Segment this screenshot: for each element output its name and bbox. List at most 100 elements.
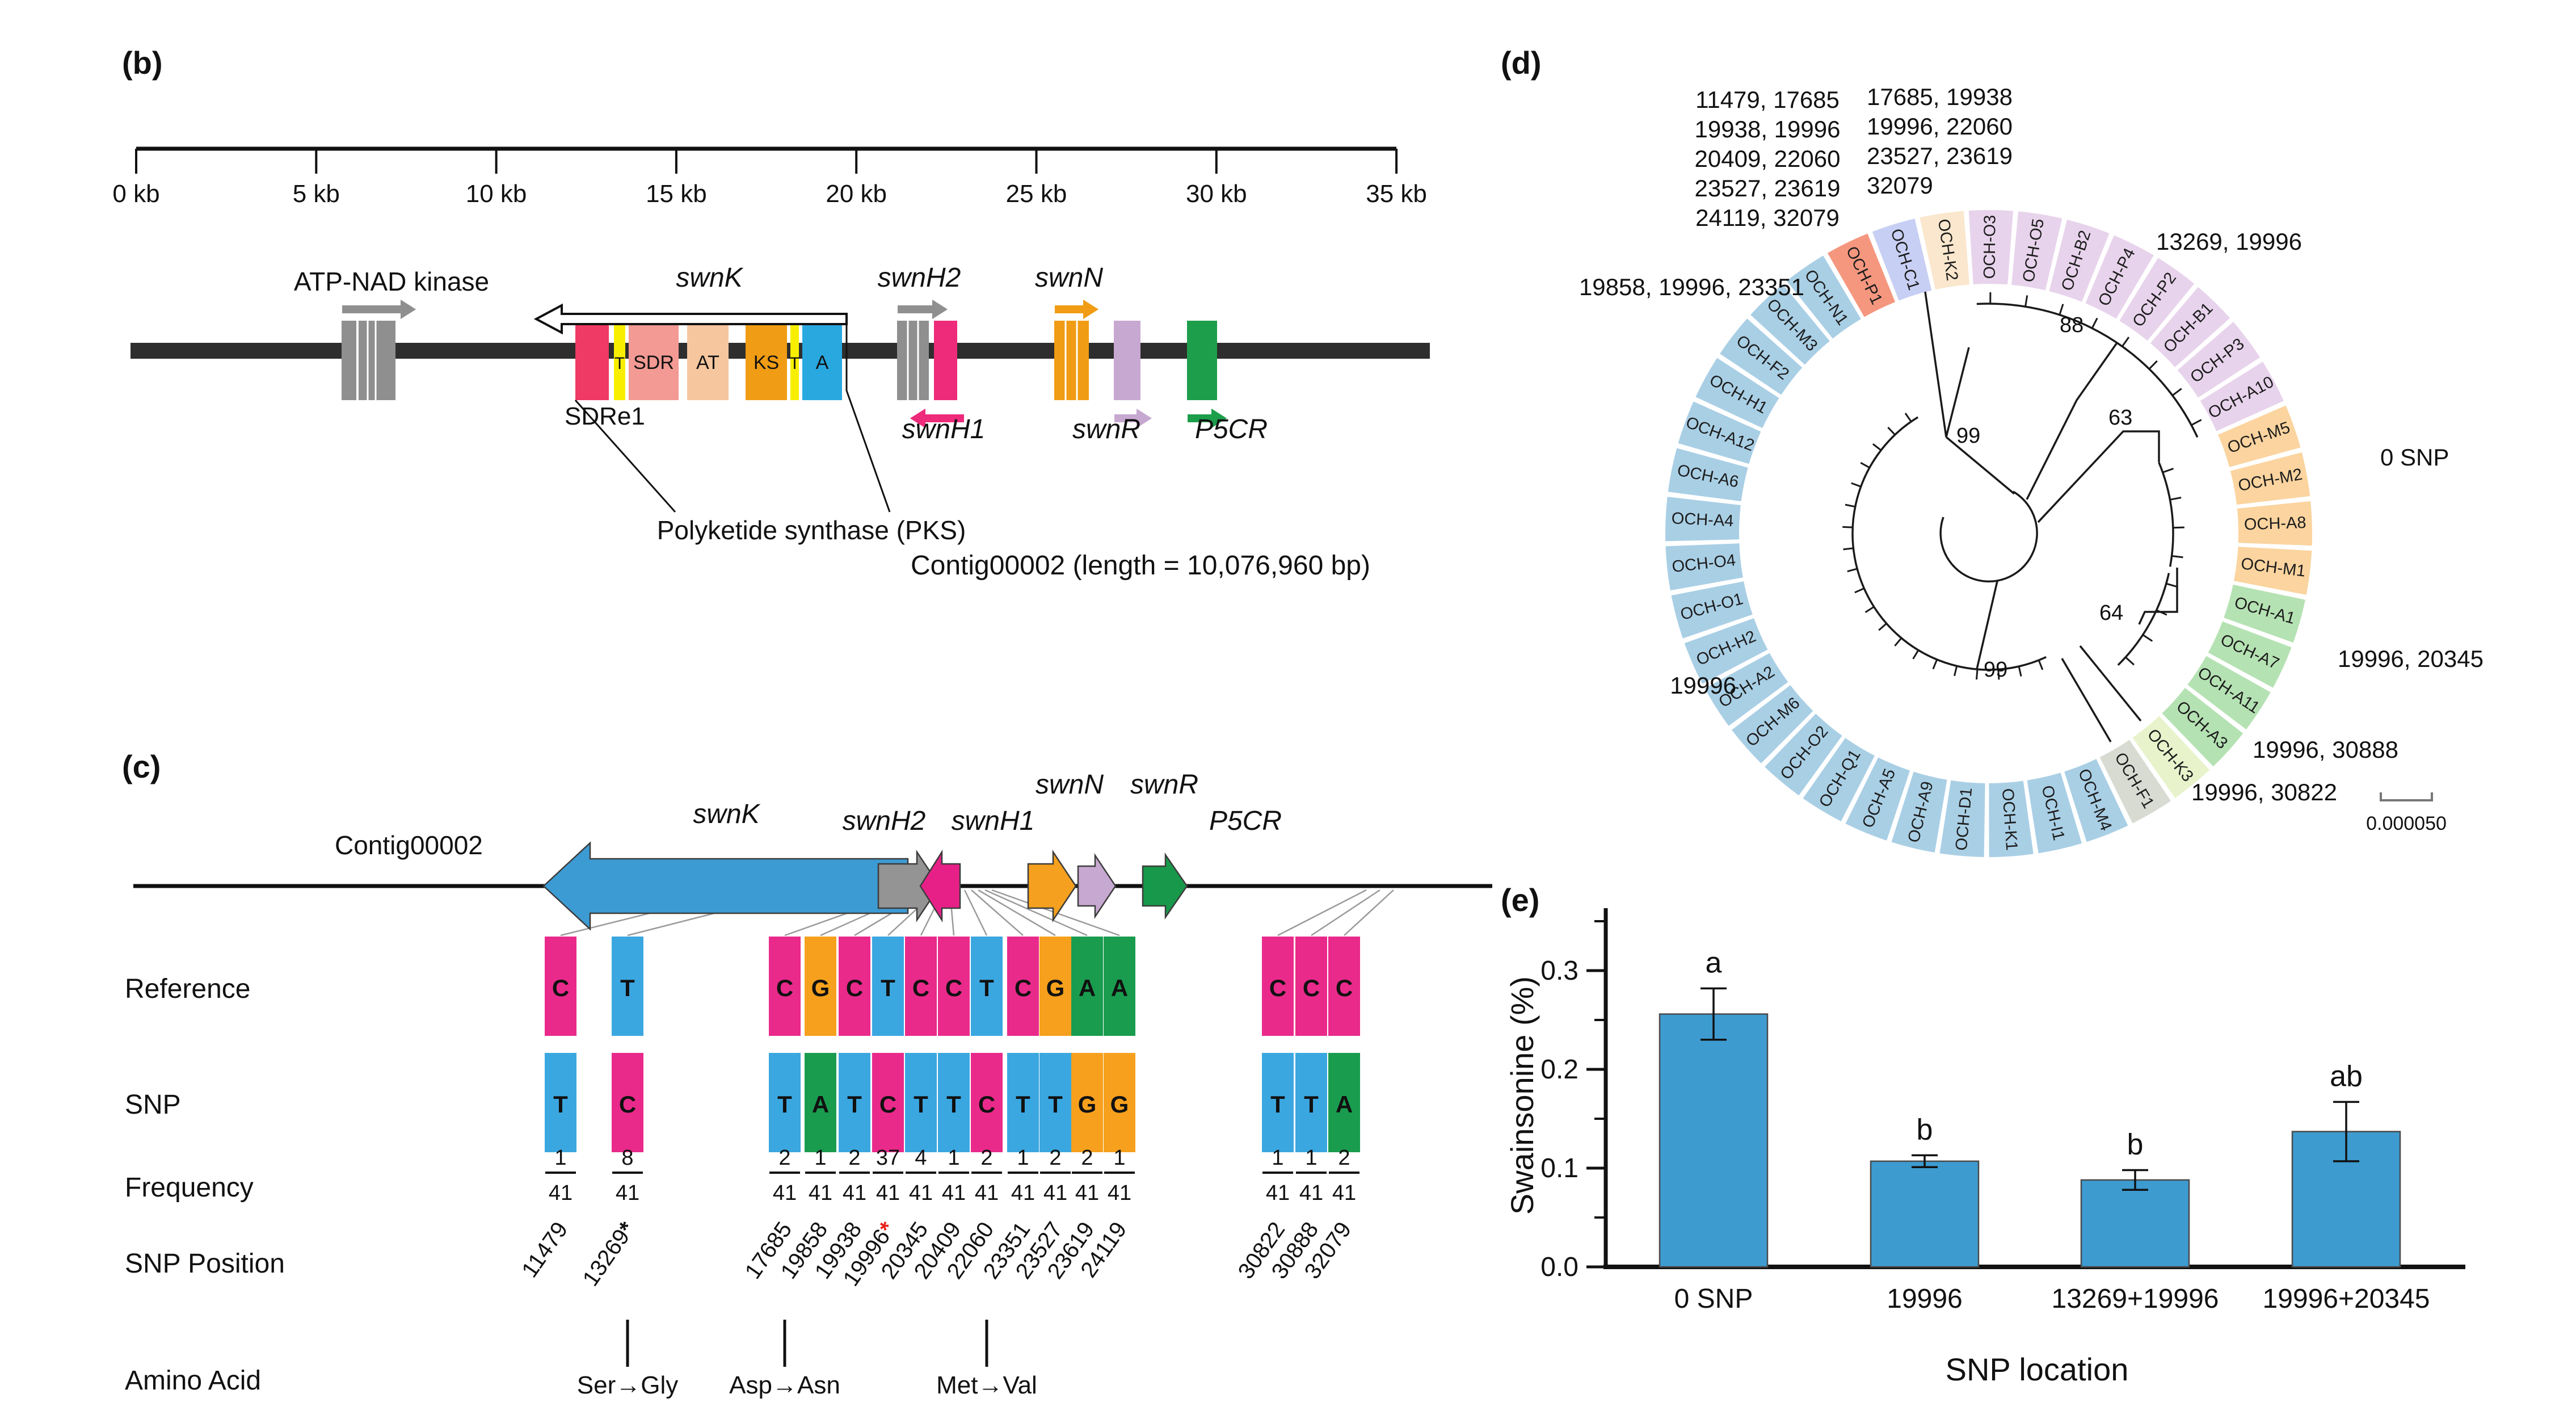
- swnk-domain-AT: [687, 321, 729, 400]
- ring-label-och-o3: OCH-O3: [1981, 215, 2000, 279]
- kb-tick-label: 10 kb: [466, 180, 527, 208]
- significance-letter: ab: [2330, 1060, 2363, 1093]
- swnn-box: [1054, 321, 1089, 400]
- swnh1-box: [934, 321, 957, 400]
- frequency-numerator: 37: [876, 1146, 900, 1170]
- domain-label: T: [614, 354, 625, 373]
- bar-0-snp: [1659, 1013, 1769, 1268]
- snp-allele: T: [777, 1091, 792, 1118]
- panel-e-tag: (e): [1501, 882, 1539, 918]
- ring-segment-och-a2: [1704, 653, 1788, 726]
- tree-tip-tick: [2166, 582, 2178, 588]
- tree-tip-tick: [1912, 649, 1920, 660]
- ring-segment-och-q1: [1803, 738, 1875, 822]
- amino-acid-change: Asp→Asn: [729, 1371, 840, 1399]
- frequency-numerator: 2: [980, 1146, 992, 1170]
- p5cr-label-b: P5CR: [1195, 414, 1268, 444]
- row-label-amino: Amino Acid: [125, 1366, 261, 1396]
- x-category-label: 13269+19996: [2052, 1284, 2219, 1314]
- swnk-domain-sdre1: [575, 321, 609, 400]
- reference-allele: C: [1336, 975, 1353, 1001]
- snp-allele: G: [1078, 1091, 1097, 1118]
- ring-segment-och-a4: [1665, 497, 1741, 541]
- swnk-domain-T: [790, 321, 799, 400]
- swnh2-label-b: swnH2: [878, 263, 961, 293]
- tree-tip-tick: [1843, 547, 1854, 551]
- swnn-label-c: swnN: [1036, 770, 1104, 800]
- ring-segment-och-o1: [1671, 581, 1753, 639]
- frequency-numerator: 2: [1049, 1146, 1061, 1170]
- frequency-denominator: 41: [1266, 1181, 1290, 1205]
- reference-allele: G: [811, 975, 830, 1001]
- tree-tip-tick: [1894, 637, 1902, 646]
- frequency-numerator: 1: [1017, 1146, 1029, 1170]
- tree-branch-63: [2037, 430, 2160, 523]
- snp-connector: [978, 889, 1056, 937]
- snp-connector: [1311, 889, 1380, 937]
- snp-connector: [971, 889, 1024, 936]
- tree-branch-88: [2026, 342, 2118, 500]
- swnr-label-c: swnR: [1130, 770, 1198, 800]
- frequency-numerator: 2: [1338, 1146, 1350, 1170]
- snp-allele: C: [879, 1091, 896, 1118]
- snp-set-och-p1: 19858, 19996, 23351: [1579, 274, 1804, 300]
- ring-label-och-a8: OCH-A8: [2244, 514, 2306, 534]
- y-tick-label: 0.2: [1540, 1055, 1579, 1085]
- ring-segment-och-a5: [1845, 757, 1910, 841]
- swnk-label-c: swnK: [693, 799, 760, 829]
- ring-segment-och-b2: [2049, 219, 2110, 302]
- snp-allele: T: [1304, 1091, 1319, 1118]
- snp-allele-box: [839, 1053, 870, 1152]
- row-label-position: SNP Position: [125, 1249, 285, 1279]
- ring-segment-och-m1: [2234, 547, 2312, 595]
- swnn-arrow-c: [1027, 849, 1077, 923]
- frequency-numerator: 1: [948, 1146, 959, 1170]
- bar-13269+19996: [2080, 1179, 2190, 1268]
- reference-allele: T: [979, 975, 994, 1001]
- snp-allele-box: [1295, 1053, 1327, 1152]
- tree-inner-arc: [1939, 490, 2038, 583]
- reference-allele: C: [776, 975, 793, 1001]
- tree-group-arc: [1976, 303, 2199, 438]
- reference-allele-box: [805, 937, 836, 1036]
- frequency-numerator: 2: [1081, 1146, 1093, 1170]
- kb-tick-label: 5 kb: [293, 180, 340, 208]
- snp-set-blue: 19996: [1670, 672, 1736, 699]
- swnn-label-b: swnN: [1035, 263, 1103, 293]
- frequency-numerator: 2: [848, 1146, 860, 1170]
- frequency-numerator: 4: [915, 1146, 927, 1170]
- domain-label: AT: [696, 352, 719, 373]
- kb-tick-label: 25 kb: [1006, 180, 1067, 208]
- swnk-label-b: swnK: [676, 263, 743, 293]
- bootstrap-values: 99 88 63 64 99: [1956, 313, 2132, 682]
- swnh2-box: [897, 321, 929, 400]
- snp-allele-box: [1328, 1053, 1360, 1152]
- swnh2-arrow: [896, 297, 950, 321]
- phylogeny-ring: OCH-O3 OCH-O5 OCH-B2 OCH-P4OCH-P2OCH-B1OCH-…: [1665, 210, 2313, 857]
- frequency-denominator: 41: [616, 1181, 639, 1205]
- bootstrap-value: 63: [2108, 406, 2132, 430]
- ring-segment-och-n1: [1786, 255, 1861, 339]
- tree-tip-tick: [1872, 443, 1882, 451]
- x-category-label: 0 SNP: [1674, 1284, 1753, 1314]
- swnk-domain-SDR: [629, 321, 679, 400]
- frequency-numerator: 1: [814, 1146, 826, 1170]
- reference-allele: C: [846, 975, 863, 1001]
- frequency-denominator: 41: [809, 1181, 832, 1205]
- reference-allele: C: [1303, 975, 1320, 1001]
- frequency-numerator: 1: [1305, 1146, 1317, 1170]
- p5cr-box: [1187, 321, 1217, 400]
- tree-tip-och-k3: [2079, 645, 2142, 722]
- frequency-denominator: 41: [975, 1181, 999, 1205]
- swnh1-label-c: swnH1: [952, 806, 1035, 836]
- ring-segment-och-k2: [1920, 211, 1969, 290]
- swnh2-arrow-c: [877, 849, 941, 923]
- ring-segment-och-a3: [2162, 687, 2244, 767]
- pks-callout-line-right: [845, 324, 891, 513]
- bar-19996: [1870, 1160, 1980, 1268]
- ring-label-och-k1: OCH-K1: [1998, 788, 2021, 851]
- ring-segment-och-k3: [2132, 716, 2210, 798]
- frequency-denominator: 41: [1299, 1181, 1323, 1205]
